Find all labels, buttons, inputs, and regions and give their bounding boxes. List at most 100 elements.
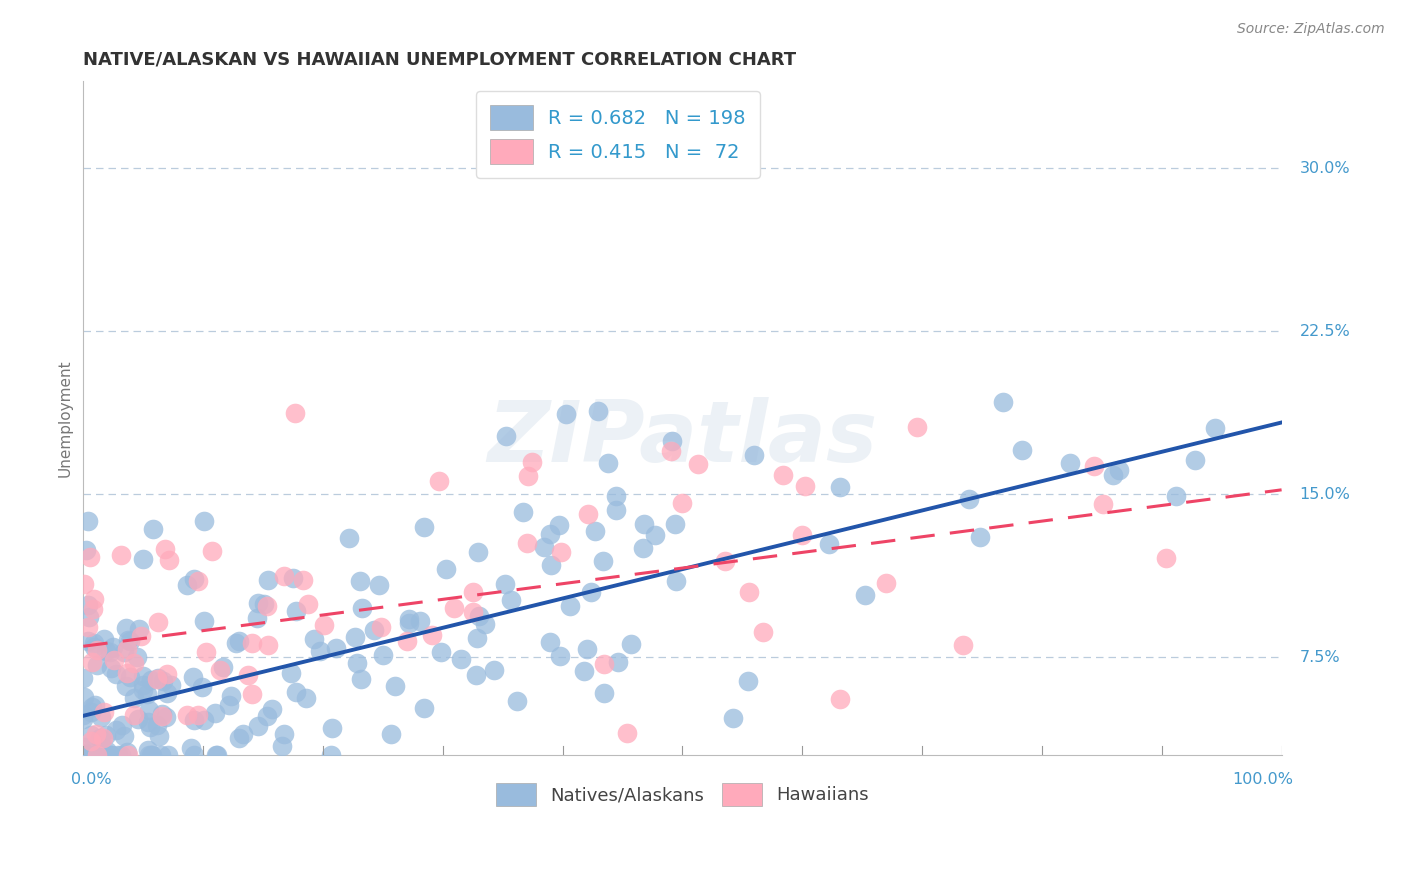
Point [100, 747, 122, 762]
Point [464, 668, 486, 682]
Point [661, 444, 683, 458]
Point [246, 719, 269, 733]
Point [738, 585, 761, 599]
Point [73, 747, 96, 761]
Point [616, 726, 638, 740]
Point [790, 528, 813, 542]
Point [93, 705, 115, 719]
Point [115, 621, 138, 635]
Point [370, 620, 392, 634]
Point [98, 645, 121, 659]
Point [96, 744, 118, 758]
Point [461, 605, 484, 619]
Point [73, 747, 96, 762]
Point [82, 747, 104, 762]
Point [139, 720, 162, 734]
Point [72, 690, 94, 705]
Point [83, 591, 105, 606]
Point [193, 514, 215, 528]
Point [77, 620, 100, 634]
Point [90, 710, 112, 724]
Point [302, 632, 325, 647]
Point [576, 508, 599, 522]
Point [75, 747, 97, 762]
Point [721, 711, 744, 725]
Point [560, 599, 582, 613]
Point [100, 747, 122, 762]
Point [93, 632, 115, 646]
Point [183, 572, 205, 586]
Point [77, 514, 100, 528]
Point [180, 741, 202, 756]
Point [240, 636, 263, 650]
Point [176, 708, 198, 723]
Text: NATIVE/ALASKAN VS HAWAIIAN UNEMPLOYMENT CORRELATION CHART: NATIVE/ALASKAN VS HAWAIIAN UNEMPLOYMENT … [83, 51, 796, 69]
Point [247, 596, 270, 610]
Point [187, 707, 209, 722]
Point [752, 624, 775, 639]
Text: 15.0%: 15.0% [1299, 487, 1350, 501]
Point [156, 667, 179, 681]
Point [236, 668, 259, 682]
Text: ZIPatlas: ZIPatlas [488, 397, 877, 480]
Point [349, 574, 371, 588]
Point [495, 428, 517, 442]
Point [72, 707, 94, 722]
Point [273, 569, 295, 583]
Point [538, 527, 561, 541]
Point [262, 702, 284, 716]
Text: 0.0%: 0.0% [72, 772, 112, 788]
Point [87, 747, 110, 762]
Point [242, 687, 264, 701]
Point [384, 680, 406, 694]
Point [80, 655, 103, 669]
Point [592, 554, 614, 568]
Point [195, 645, 218, 659]
Point [96, 728, 118, 742]
Point [86, 657, 108, 672]
Point [512, 505, 534, 519]
Point [176, 577, 198, 591]
Point [205, 747, 228, 762]
Point [152, 673, 174, 688]
Point [644, 528, 666, 542]
Point [494, 577, 516, 591]
Point [100, 661, 122, 675]
Point [284, 406, 307, 420]
Point [87, 747, 110, 762]
Point [284, 604, 307, 618]
Point [124, 690, 146, 705]
Point [256, 573, 278, 587]
Point [598, 456, 620, 470]
Point [550, 545, 572, 559]
Point [380, 727, 402, 741]
Point [201, 544, 224, 558]
Point [80, 705, 103, 719]
Point [83, 635, 105, 649]
Point [295, 691, 318, 706]
Point [146, 717, 169, 731]
Point [87, 747, 110, 762]
Point [146, 615, 169, 629]
Point [1102, 468, 1125, 483]
Point [246, 611, 269, 625]
Point [256, 599, 278, 614]
Point [115, 665, 138, 680]
Point [110, 747, 132, 762]
Point [586, 404, 609, 418]
Point [122, 707, 145, 722]
Point [256, 709, 278, 723]
Point [343, 631, 366, 645]
Point [350, 672, 373, 686]
Point [540, 558, 562, 572]
Point [97, 747, 120, 762]
Point [422, 628, 444, 642]
Point [905, 420, 928, 434]
Point [77, 598, 100, 612]
Point [368, 578, 391, 592]
Point [474, 616, 496, 631]
Point [115, 679, 138, 693]
Point [538, 635, 561, 649]
Point [664, 517, 686, 532]
Point [193, 713, 215, 727]
